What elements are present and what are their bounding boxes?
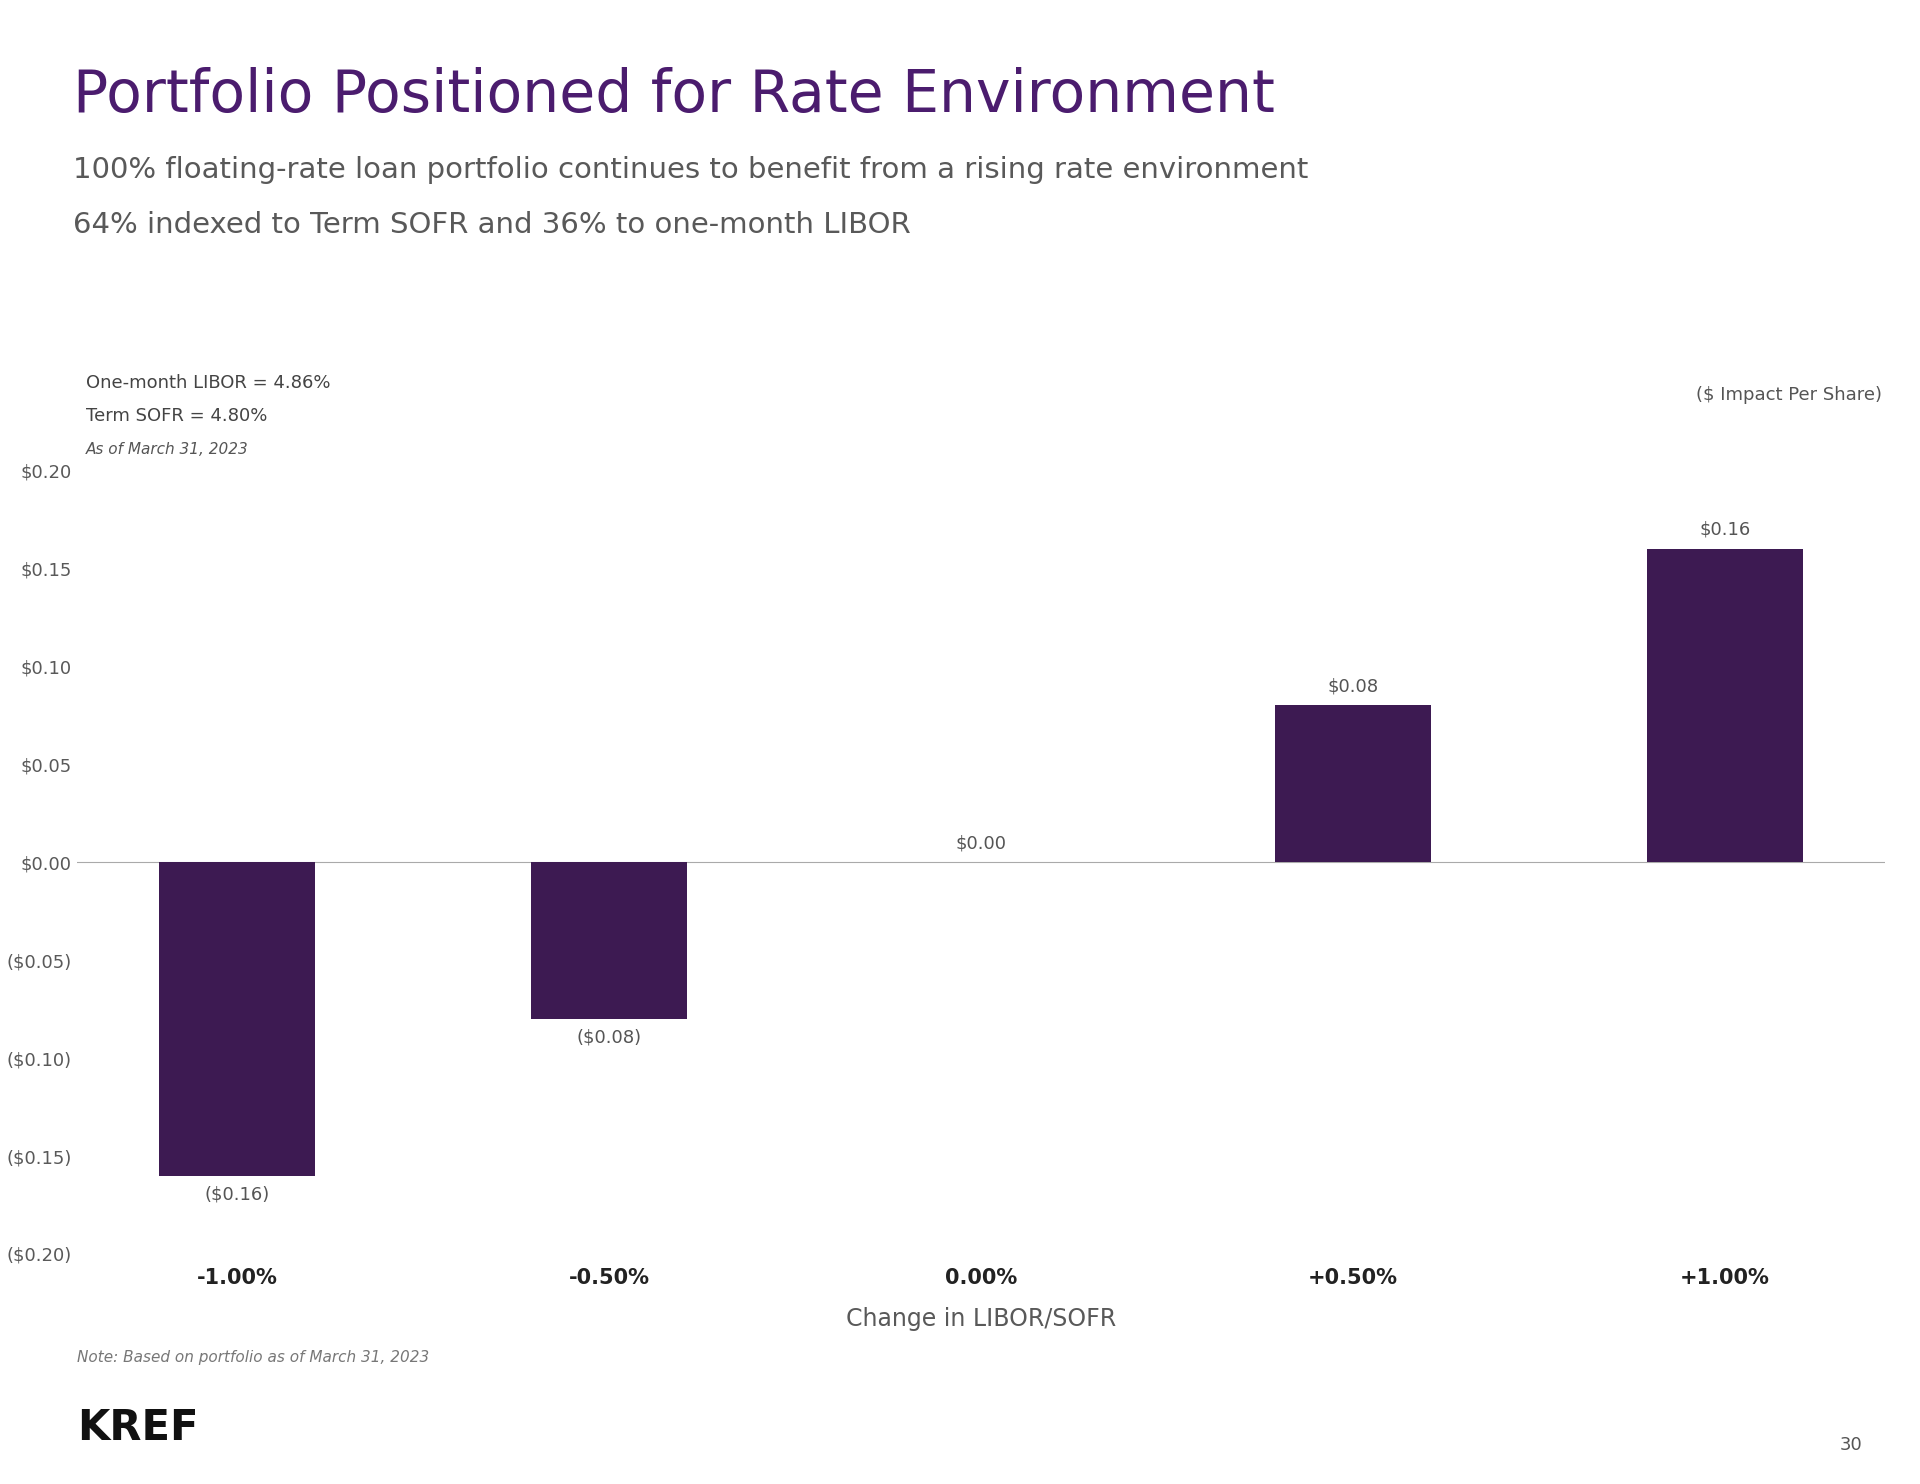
Bar: [159, 862, 315, 1175]
Bar: [1647, 549, 1803, 862]
Text: As of March 31, 2023: As of March 31, 2023: [86, 442, 248, 457]
Bar: [532, 862, 687, 1020]
Text: 64% indexed to Term SOFR and 36% to one-month LIBOR: 64% indexed to Term SOFR and 36% to one-…: [73, 211, 910, 239]
Text: KREF: KREF: [77, 1407, 198, 1448]
Text: ($ Impact Per Share): ($ Impact Per Share): [1695, 386, 1882, 404]
Text: Note: Based on portfolio as of March 31, 2023: Note: Based on portfolio as of March 31,…: [77, 1350, 428, 1365]
Text: Annual Net Interest Income Per Share Sensitivity to Change in Market Rates: Annual Net Interest Income Per Share Sen…: [532, 322, 1430, 343]
Text: $0.08: $0.08: [1327, 678, 1379, 696]
Text: Term SOFR = 4.80%: Term SOFR = 4.80%: [86, 407, 267, 424]
Text: $0.16: $0.16: [1699, 521, 1751, 539]
Bar: [1275, 705, 1430, 862]
Text: Portfolio Positioned for Rate Environment: Portfolio Positioned for Rate Environmen…: [73, 67, 1275, 123]
Text: ($0.08): ($0.08): [576, 1028, 641, 1046]
Text: 100% floating-rate loan portfolio continues to benefit from a rising rate enviro: 100% floating-rate loan portfolio contin…: [73, 156, 1308, 184]
Text: ($0.16): ($0.16): [205, 1186, 269, 1204]
Text: One-month LIBOR = 4.86%: One-month LIBOR = 4.86%: [86, 374, 330, 392]
X-axis label: Change in LIBOR/SOFR: Change in LIBOR/SOFR: [847, 1307, 1116, 1331]
Text: 30: 30: [1839, 1437, 1862, 1454]
Text: $0.00: $0.00: [956, 834, 1006, 852]
